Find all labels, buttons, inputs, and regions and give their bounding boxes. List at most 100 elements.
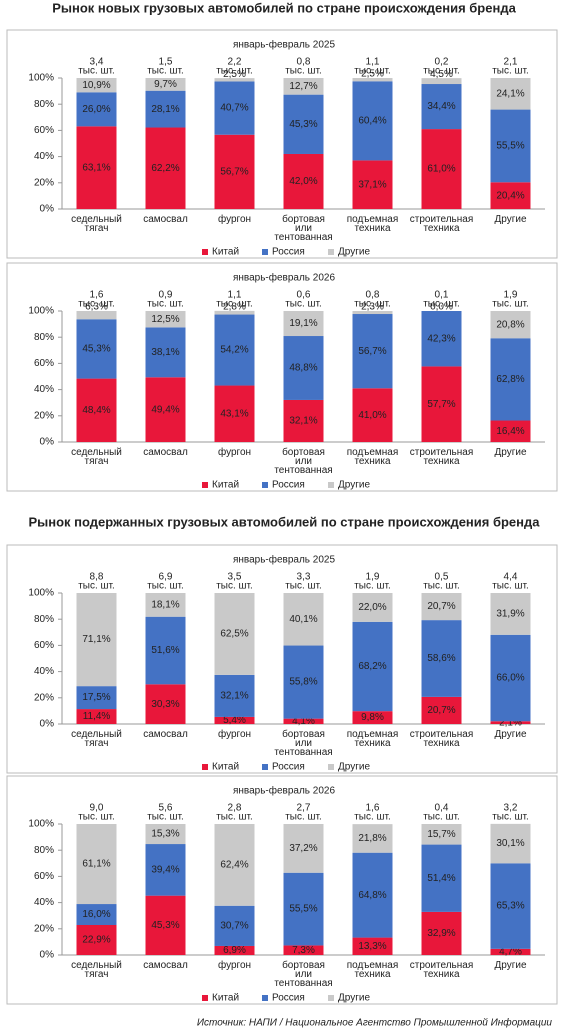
data-label: 31,9% <box>496 609 524 620</box>
x-tick-label: Другие <box>494 729 526 740</box>
x-tick-label: Другие <box>494 960 526 971</box>
data-label: 40,7% <box>220 103 248 114</box>
total-label: 0,4 <box>435 803 449 814</box>
data-label: 64,8% <box>358 890 386 901</box>
bar-segment <box>214 593 255 675</box>
total-unit: тыс. шт. <box>285 66 322 77</box>
chart-frame <box>6 29 558 259</box>
y-tick-label: 60% <box>34 358 54 369</box>
data-label: 30,3% <box>151 699 179 710</box>
x-tick-label: подъемная техника <box>347 729 399 749</box>
bar-segment <box>490 109 531 183</box>
data-label: 30,7% <box>220 920 248 931</box>
y-tick-label: 20% <box>34 410 54 421</box>
bar-segment <box>352 388 393 442</box>
bar-segment <box>283 872 324 946</box>
data-label: 12,5% <box>151 314 179 325</box>
bar-segment <box>421 620 462 697</box>
bar-segment <box>76 925 117 955</box>
data-label: 45,3% <box>151 920 179 931</box>
data-label: 6,3% <box>85 302 108 313</box>
legend-label: Другие <box>338 480 370 491</box>
total-unit: тыс. шт. <box>216 299 253 310</box>
y-tick-label: 60% <box>34 640 54 651</box>
bar-segment <box>352 621 393 712</box>
total-label: 0,8 <box>297 57 311 68</box>
total-label: 0,2 <box>435 57 449 68</box>
bar-segment <box>214 314 255 386</box>
total-label: 3,5 <box>228 572 242 583</box>
x-tick-label: самосвал <box>143 214 188 225</box>
data-label: 38,1% <box>151 347 179 358</box>
bar-segment <box>283 645 324 719</box>
bar-segment <box>76 126 117 209</box>
y-tick-label: 60% <box>34 871 54 882</box>
legend-swatch <box>328 764 334 770</box>
data-label: 16,0% <box>82 909 110 920</box>
x-tick-label: седельный тягач <box>71 214 122 234</box>
legend-label: Россия <box>272 480 305 491</box>
y-tick-label: 100% <box>28 819 54 830</box>
data-label: 51,4% <box>427 873 455 884</box>
data-label: 39,4% <box>151 864 179 875</box>
data-label: 60,4% <box>358 115 386 126</box>
data-label: 34,4% <box>427 101 455 112</box>
data-label: 11,4% <box>83 711 111 722</box>
total-label: 2,2 <box>228 57 242 68</box>
y-tick-label: 0% <box>40 204 55 215</box>
bar-segment <box>283 399 324 442</box>
chart-title: январь-февраль 2026 <box>233 272 336 284</box>
bar-segment <box>214 945 255 955</box>
data-label: 20,7% <box>427 705 455 716</box>
bar-segment <box>145 824 186 845</box>
data-label: 45,3% <box>289 119 317 130</box>
data-label: 22,0% <box>358 602 386 613</box>
total-unit: тыс. шт. <box>78 581 115 592</box>
data-label: 58,6% <box>427 653 455 664</box>
data-label: 7,3% <box>292 945 315 956</box>
bar-segment <box>490 634 531 722</box>
legend-swatch <box>262 249 268 255</box>
total-label: 8,8 <box>90 572 104 583</box>
bar-segment <box>214 78 255 82</box>
legend-label: Россия <box>272 762 305 773</box>
bar-segment <box>145 684 186 724</box>
data-label: 43,1% <box>220 408 248 419</box>
bar-segment <box>76 92 117 127</box>
y-tick-label: 40% <box>34 151 54 162</box>
total-unit: тыс. шт. <box>492 66 529 77</box>
total-label: 0,8 <box>366 290 380 301</box>
legend-label: Китай <box>212 247 239 258</box>
x-tick-label: Другие <box>494 214 526 225</box>
total-unit: тыс. шт. <box>285 581 322 592</box>
total-label: 1,1 <box>228 290 242 301</box>
data-label: 48,8% <box>289 363 317 374</box>
bar-segment <box>214 134 255 209</box>
data-label: 66,0% <box>496 673 524 684</box>
bar-segment <box>421 366 462 442</box>
data-label: 20,7% <box>427 601 455 612</box>
data-label: 57,7% <box>427 399 455 410</box>
x-tick-label: фургон <box>218 213 251 225</box>
bar-segment <box>214 824 255 906</box>
x-tick-label: строительная техника <box>410 447 474 467</box>
data-label: 42,3% <box>427 333 455 344</box>
bar-segment <box>421 78 462 85</box>
data-label: 62,2% <box>151 163 179 174</box>
legend-swatch <box>202 249 208 255</box>
data-label: 32,9% <box>427 928 455 939</box>
total-unit: тыс. шт. <box>285 299 322 310</box>
bar-segment <box>283 945 324 955</box>
bar-segment <box>421 311 462 367</box>
bar-segment <box>352 593 393 622</box>
total-unit: тыс. шт. <box>216 812 253 823</box>
total-label: 0,1 <box>435 290 449 301</box>
bar-segment <box>352 711 393 724</box>
total-label: 1,6 <box>90 290 104 301</box>
data-label: 2,8% <box>223 302 246 313</box>
x-tick-label: подъемная техника <box>347 214 399 234</box>
legend-swatch <box>202 482 208 488</box>
data-label: 41,0% <box>358 410 386 421</box>
data-label: 28,1% <box>151 104 179 115</box>
bar-segment <box>145 616 186 685</box>
